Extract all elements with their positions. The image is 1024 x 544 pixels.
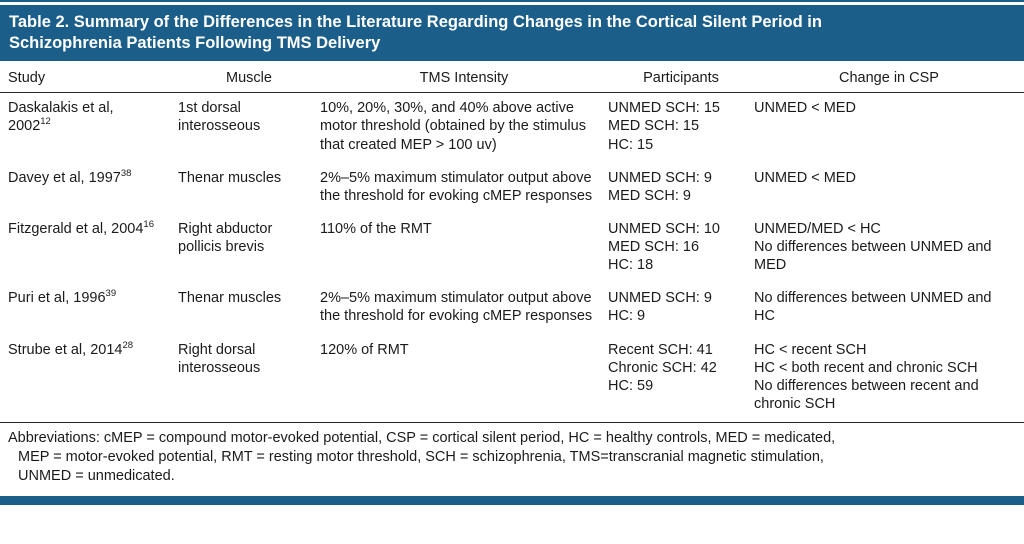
citation-superscript: 39 [105,288,117,300]
table-figure: Table 2. Summary of the Differences in t… [0,0,1024,505]
study-year-line: 200212 [8,117,164,135]
participant-count-line: HC: 59 [608,377,654,394]
column-header-tms-intensity: TMS Intensity [320,61,608,94]
change-in-csp-cell: UNMED < MED [754,93,1024,163]
change-in-csp-cell: No differences between UNMED and HC [754,283,1024,334]
study-name: Davey et al, 1997 [8,169,121,186]
study-cell: Davey et al, 199738 [0,163,178,214]
study-name: Fitzgerald et al, 2004 [8,220,144,237]
change-in-csp-cell: UNMED/MED < HC No differences between UN… [754,214,1024,283]
study-name-line: Daskalakis et al, [8,100,114,117]
abbreviations-line: Abbreviations: cMEP = compound motor-evo… [8,430,836,446]
tms-intensity-cell: 120% of RMT [320,341,409,358]
participant-count-line: UNMED SCH: 9 [608,169,712,186]
participant-count-line: Recent SCH: 41 [608,341,713,358]
participant-count-line: HC: 18 [608,257,654,274]
change-line: HC < recent SCH [754,341,867,358]
muscle-cell: Thenar muscles [178,169,282,186]
change-in-csp-cell: HC < recent SCH HC < both recent and chr… [754,335,1024,423]
table-title-bar: Table 2. Summary of the Differences in t… [0,5,1024,62]
column-header-change-in-csp: Change in CSP [754,61,1024,94]
participant-count-line: Chronic SCH: 42 [608,359,717,376]
citation-superscript: 28 [122,339,134,351]
participants-cell: UNMED SCH: 9 MED SCH: 9 [608,163,754,214]
participants-cell: UNMED SCH: 10 MED SCH: 16 HC: 18 [608,214,754,283]
participant-count-line: UNMED SCH: 15 [608,100,720,117]
citation-superscript: 12 [40,116,51,128]
change-line: No differences between UNMED and HC [754,290,992,325]
change-line: HC < both recent and chronic SCH [754,359,978,376]
abbreviations-note: Abbreviations: cMEP = compound motor-evo… [0,422,1024,494]
table-row: Fitzgerald et al, 200416 Right abductor … [0,214,1024,283]
top-rule [0,0,1024,2]
column-header-study: Study [0,61,178,94]
muscle-cell: Thenar muscles [178,290,282,307]
study-cell: Daskalakis et al, 200212 [0,93,178,163]
tms-intensity-cell: 10%, 20%, 30%, and 40% above active moto… [320,100,586,153]
change-line: No differences between UNMED and MED [754,239,992,274]
participants-cell: Recent SCH: 41 Chronic SCH: 42 HC: 59 [608,335,754,423]
table-header-row: Study Muscle TMS Intensity Participants … [0,61,1024,94]
study-name: Puri et al, 1996 [8,290,106,307]
column-header-participants: Participants [608,61,754,94]
tms-intensity-cell: 2%–5% maximum stimulator output above th… [320,290,593,325]
abbreviations-line: MEP = motor-evoked potential, RMT = rest… [18,448,824,465]
participant-count-line: HC: 15 [608,136,654,153]
participants-cell: UNMED SCH: 15 MED SCH: 15 HC: 15 [608,93,754,163]
participant-count-line: MED SCH: 15 [608,118,700,135]
summary-table: Study Muscle TMS Intensity Participants … [0,61,1024,422]
citation-superscript: 16 [143,219,154,231]
tms-intensity-cell: 2%–5% maximum stimulator output above th… [320,169,593,204]
bottom-rule [0,495,1024,505]
participant-count-line: MED SCH: 16 [608,239,700,255]
participant-count-line: MED SCH: 9 [608,187,691,204]
participant-count-line: HC: 9 [608,308,646,325]
citation-superscript: 38 [120,167,132,179]
change-line: UNMED/MED < HC [754,220,881,237]
column-header-muscle: Muscle [178,61,320,94]
tms-intensity-cell: 110% of the RMT [320,220,432,237]
participants-cell: UNMED SCH: 9 HC: 9 [608,283,754,334]
abbreviations-line: UNMED = unmedicated. [18,467,175,484]
study-cell: Strube et al, 201428 [0,335,178,423]
participant-count-line: UNMED SCH: 10 [608,220,720,237]
change-line: UNMED < MED [754,100,856,117]
muscle-cell: Right dorsal interosseous [178,341,261,376]
participant-count-line: UNMED SCH: 9 [608,290,712,307]
change-in-csp-cell: UNMED < MED [754,163,1024,214]
study-name: Strube et al, 2014 [8,341,123,358]
table-row: Puri et al, 199639 Thenar muscles 2%–5% … [0,283,1024,334]
table-row: Strube et al, 201428 Right dorsal intero… [0,335,1024,423]
muscle-cell: 1st dorsal interosseous [178,100,261,135]
muscle-cell: Right abductor pollicis brevis [178,220,273,255]
table-row: Davey et al, 199738 Thenar muscles 2%–5%… [0,163,1024,214]
study-cell: Fitzgerald et al, 200416 [0,214,178,283]
table-row: Daskalakis et al, 200212 1st dorsal inte… [0,93,1024,163]
change-line: No differences between recent and chroni… [754,377,979,412]
study-year: 2002 [8,118,41,135]
change-line: UNMED < MED [754,169,856,186]
table-title: Table 2. Summary of the Differences in t… [9,13,822,52]
study-cell: Puri et al, 199639 [0,283,178,334]
